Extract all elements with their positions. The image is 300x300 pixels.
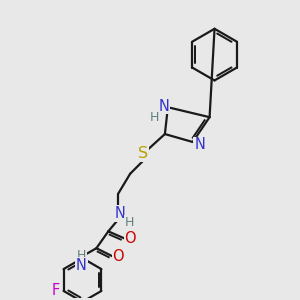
Text: O: O [112,249,124,264]
Text: H: H [77,249,86,262]
Text: N: N [76,258,87,273]
Text: H: H [124,216,134,229]
Text: O: O [124,231,136,246]
Text: S: S [138,146,148,161]
Text: N: N [158,99,169,114]
Text: H: H [149,111,159,124]
Text: N: N [115,206,126,221]
Text: F: F [52,284,60,298]
Text: N: N [194,137,205,152]
